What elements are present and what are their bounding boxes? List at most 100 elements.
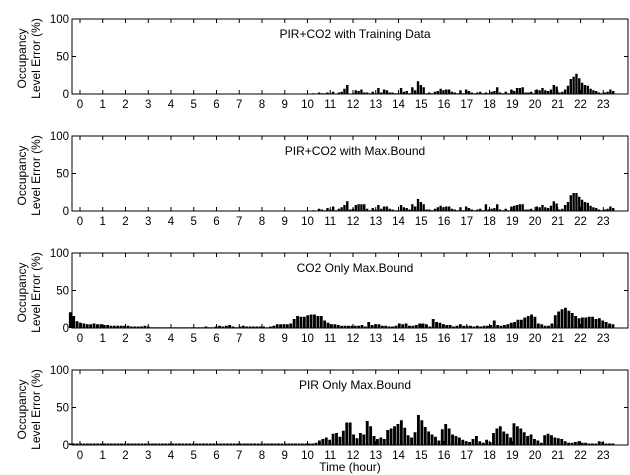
bar	[403, 427, 407, 445]
bar	[490, 208, 493, 211]
bar	[402, 91, 406, 94]
bar	[385, 206, 389, 211]
bar	[475, 325, 479, 328]
bar	[515, 88, 519, 94]
x-tick-label: 6	[213, 450, 219, 462]
y-axis-label-line2: Level Error (%)	[29, 135, 43, 216]
bar	[126, 443, 130, 445]
bar	[354, 90, 357, 94]
y-axis-label-line1: Occupancy	[15, 262, 29, 322]
bar	[569, 79, 572, 94]
bar	[447, 428, 451, 445]
x-tick-label: 21	[551, 216, 564, 228]
bar	[441, 324, 445, 328]
x-tick-label: 0	[77, 216, 83, 228]
bar	[150, 443, 154, 445]
bar	[575, 73, 578, 94]
x-axis-label: Time (hour)	[319, 460, 381, 474]
bar	[249, 443, 253, 445]
y-tick-label: 100	[50, 131, 69, 143]
bar	[391, 326, 394, 328]
x-tick-label: 9	[282, 333, 288, 345]
bar	[340, 207, 343, 211]
bar	[184, 443, 188, 445]
bar	[549, 205, 553, 211]
x-tick-label: 16	[438, 99, 451, 111]
bar	[543, 325, 547, 328]
bar	[510, 206, 513, 211]
bar	[541, 88, 544, 94]
bar	[205, 443, 209, 445]
x-tick-label: 8	[259, 450, 265, 462]
bar	[612, 208, 615, 211]
bar	[323, 210, 326, 211]
x-tick-label: 5	[191, 450, 197, 462]
x-tick-label: 4	[168, 450, 175, 462]
x-tick-label: 14	[392, 99, 405, 111]
bar	[424, 324, 428, 328]
y-axis-label: OccupancyLevel Error (%)	[15, 252, 43, 333]
bar	[178, 443, 181, 445]
bar	[411, 87, 414, 94]
bar	[367, 322, 371, 328]
y-tick-label: 0	[63, 89, 69, 101]
bar	[405, 208, 408, 211]
bar	[231, 326, 235, 328]
bar	[402, 207, 406, 211]
bar	[221, 326, 225, 328]
bar	[369, 426, 373, 445]
bar	[272, 325, 276, 328]
bar	[603, 209, 606, 211]
bar	[343, 88, 346, 94]
bar	[386, 430, 390, 445]
bar	[476, 209, 479, 211]
x-tick-label: 20	[529, 99, 542, 111]
bar	[401, 324, 405, 328]
bar	[530, 314, 533, 328]
bar	[538, 90, 541, 94]
bar	[92, 323, 96, 328]
bar	[553, 437, 557, 445]
y-tick-label: 50	[56, 169, 69, 181]
bar	[428, 209, 431, 211]
bar	[363, 326, 367, 328]
bar	[427, 431, 431, 445]
bar	[242, 443, 246, 445]
bar	[538, 207, 541, 211]
bar	[473, 210, 476, 211]
bar	[340, 325, 344, 328]
bar	[311, 443, 315, 445]
bar	[313, 314, 316, 328]
x-tick-label: 19	[506, 450, 519, 462]
bar	[140, 326, 143, 328]
bar	[526, 316, 530, 328]
bar	[133, 443, 137, 445]
bar	[515, 205, 519, 211]
bar	[550, 323, 554, 328]
bar	[495, 428, 499, 445]
bar	[597, 441, 601, 445]
bar	[387, 326, 391, 328]
bar	[430, 93, 434, 94]
bar	[289, 323, 293, 328]
bar	[420, 420, 424, 445]
bar	[606, 208, 609, 211]
bar	[603, 92, 606, 94]
x-tick-label: 14	[392, 216, 405, 228]
bar	[245, 326, 249, 328]
bar	[536, 323, 540, 328]
x-tick-label: 1	[100, 450, 106, 462]
bar	[370, 325, 374, 328]
bar	[394, 210, 397, 211]
bar	[201, 443, 205, 445]
y-axis-label: OccupancyLevel Error (%)	[15, 18, 43, 99]
x-tick-label: 21	[551, 99, 564, 111]
bar	[365, 208, 369, 211]
y-tick-label: 100	[50, 365, 69, 377]
bar	[68, 443, 72, 445]
bar	[467, 91, 471, 94]
bar	[312, 93, 315, 94]
bar	[521, 204, 524, 211]
bar	[486, 325, 489, 328]
